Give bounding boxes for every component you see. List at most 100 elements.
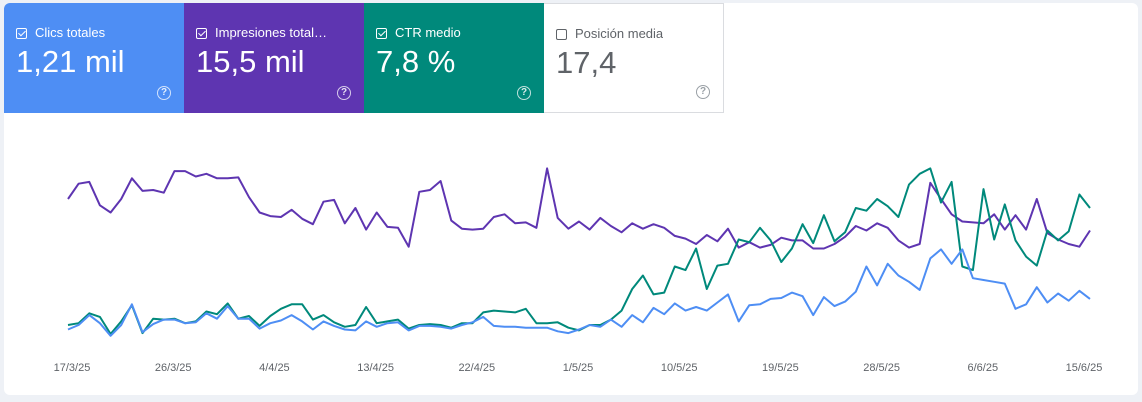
metric-label: Clics totales	[35, 25, 106, 40]
help-icon[interactable]: ?	[337, 86, 351, 100]
data-point	[705, 287, 709, 291]
data-point	[236, 317, 240, 321]
data-point	[1024, 302, 1028, 306]
data-point	[247, 195, 251, 199]
checkbox-checked-icon[interactable]	[196, 27, 207, 39]
data-point	[982, 278, 986, 282]
data-point	[545, 326, 549, 330]
data-point	[630, 287, 634, 291]
help-icon[interactable]: ?	[517, 86, 531, 100]
data-point	[811, 313, 815, 317]
metric-average-position[interactable]: Posición media 17,4 ?	[544, 3, 724, 113]
metric-label: Impresiones total…	[215, 25, 327, 40]
data-point	[364, 228, 368, 232]
data-point	[896, 215, 900, 219]
data-point	[737, 246, 741, 250]
data-point	[992, 280, 996, 284]
data-point	[662, 312, 666, 316]
data-point	[971, 268, 975, 272]
data-point	[1088, 206, 1092, 210]
checkbox-checked-icon[interactable]	[376, 27, 387, 39]
data-point	[652, 222, 656, 226]
data-point	[343, 221, 347, 225]
data-point	[513, 310, 517, 314]
data-point	[566, 227, 570, 231]
data-point	[598, 216, 602, 220]
metric-header: Impresiones total…	[196, 25, 364, 41]
data-point	[705, 309, 709, 313]
data-point	[854, 290, 858, 294]
data-point	[162, 318, 166, 322]
data-point	[833, 239, 837, 243]
data-point	[534, 226, 538, 230]
data-point	[790, 291, 794, 295]
x-tick-label: 13/4/25	[357, 362, 394, 374]
data-point	[566, 331, 570, 335]
data-point	[577, 220, 581, 224]
data-point	[300, 217, 304, 221]
data-point	[1056, 292, 1060, 296]
metric-total-clicks[interactable]: Clics totales 1,21 mil ?	[4, 3, 184, 113]
data-point	[588, 228, 592, 232]
data-point	[503, 212, 507, 216]
data-point	[98, 321, 102, 325]
data-point	[758, 246, 762, 250]
data-point	[119, 197, 123, 201]
data-point	[811, 247, 815, 251]
data-point	[364, 319, 368, 323]
data-point	[98, 315, 102, 319]
data-point	[843, 300, 847, 304]
metric-tabs: Clics totales 1,21 mil ? Impresiones tot…	[4, 3, 724, 113]
data-point	[811, 241, 815, 245]
data-point	[928, 166, 932, 170]
data-point	[918, 288, 922, 292]
data-point	[460, 323, 464, 327]
data-point	[290, 208, 294, 212]
metric-average-ctr[interactable]: CTR medio 7,8 % ?	[364, 3, 544, 113]
checkbox-checked-icon[interactable]	[16, 27, 27, 39]
help-icon[interactable]: ?	[696, 85, 710, 99]
x-tick-label: 4/4/25	[259, 362, 290, 374]
data-point	[1014, 307, 1018, 311]
data-point	[396, 226, 400, 230]
data-point	[183, 321, 187, 325]
checkbox-unchecked-icon[interactable]	[556, 28, 567, 40]
data-point	[396, 320, 400, 324]
data-point	[492, 324, 496, 328]
data-point	[1045, 229, 1049, 233]
data-point	[1088, 297, 1092, 301]
data-point	[950, 262, 954, 266]
data-point	[449, 327, 453, 331]
data-point	[864, 265, 868, 269]
data-point	[119, 323, 123, 327]
data-point	[928, 181, 932, 185]
help-icon[interactable]: ?	[157, 86, 171, 100]
data-point	[215, 176, 219, 180]
data-point	[364, 305, 368, 309]
data-point	[417, 190, 421, 194]
data-point	[833, 304, 837, 308]
data-point	[896, 274, 900, 278]
data-point	[311, 222, 315, 226]
data-point	[992, 212, 996, 216]
data-point	[1067, 242, 1071, 246]
data-point	[236, 175, 240, 179]
data-point	[939, 247, 943, 251]
data-point	[1067, 229, 1071, 233]
data-point	[556, 216, 560, 220]
x-axis-ticks: 17/3/25 26/3/25 4/4/25 13/4/25 22/4/25 1/5/25…	[54, 362, 1103, 374]
metric-total-impressions[interactable]: Impresiones total… 15,5 mil ?	[184, 3, 364, 113]
data-point	[279, 307, 283, 311]
data-point	[864, 229, 868, 233]
x-tick-label: 17/3/25	[54, 362, 91, 374]
data-point	[992, 238, 996, 242]
metric-label: CTR medio	[395, 25, 461, 40]
data-point	[737, 319, 741, 323]
data-point	[971, 276, 975, 280]
data-point	[1035, 285, 1039, 289]
data-point	[524, 220, 528, 224]
data-point	[534, 321, 538, 325]
data-point	[620, 309, 624, 313]
data-point	[439, 325, 443, 329]
x-tick-label: 22/4/25	[458, 362, 495, 374]
